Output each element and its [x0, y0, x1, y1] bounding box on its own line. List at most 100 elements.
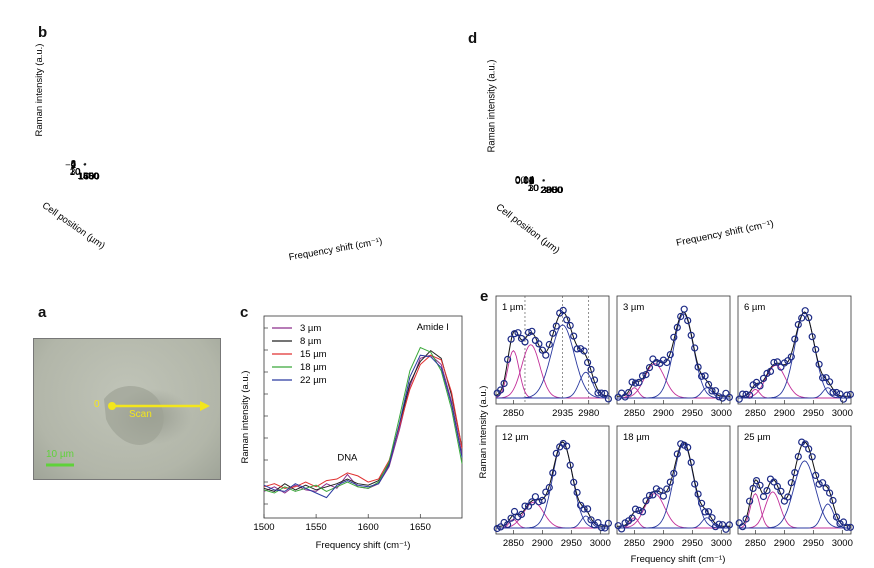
data-point: [777, 487, 785, 495]
x-tick-label: 2850: [503, 408, 524, 419]
data-point: [846, 523, 854, 531]
data-point: [812, 345, 820, 354]
data-point: [815, 480, 823, 488]
x-tick-label: 3000: [711, 408, 732, 419]
data-point: [538, 496, 547, 504]
z-tick-label: 4: [71, 159, 76, 170]
y-tick-label: 20: [528, 183, 540, 194]
data-point: [538, 346, 547, 354]
x-tick-label: 3000: [541, 185, 564, 196]
series-line: [263, 354, 463, 499]
x-tick-label: 2950: [682, 538, 703, 549]
x-tick-label: 1450: [77, 171, 98, 182]
data-point: [535, 498, 543, 506]
chart-d-surface: 0.140.120.10.080.060.040.020280028502900…: [486, 60, 775, 257]
data-point: [822, 374, 830, 382]
data-point: [735, 395, 743, 403]
data-point: [766, 367, 775, 376]
x-tick-label: 2850: [503, 538, 524, 549]
x-tick-label: 2900: [653, 538, 674, 549]
x-tick-label: 2850: [624, 408, 645, 419]
data-point: [794, 453, 802, 461]
x-tick-label: 2900: [532, 538, 553, 549]
origin-label: 0: [94, 399, 100, 410]
data-point: [545, 340, 553, 349]
data-point: [621, 519, 629, 527]
data-point: [694, 363, 702, 371]
chart-c: 1500 1550 1600 1650 Frequency shift (cm⁻¹) Ra…: [240, 315, 463, 551]
data-point: [510, 330, 519, 338]
data-point: [705, 508, 713, 516]
data-point: [784, 493, 792, 501]
component-peak: [495, 344, 609, 399]
data-point: [680, 305, 688, 313]
x-axis-title: Frequency shift (cm⁻¹): [675, 219, 775, 249]
data-point: [832, 513, 841, 521]
x-tick-label: 2900: [774, 538, 795, 549]
data-point: [642, 370, 650, 379]
data-point: [708, 387, 716, 395]
data-point: [742, 515, 750, 523]
data-point: [777, 363, 785, 371]
component-peak: [617, 493, 730, 529]
data-point: [718, 394, 727, 402]
z-tick-label: 0.06: [515, 176, 534, 187]
data-point: [597, 524, 606, 532]
y-tick-label: 10: [70, 167, 81, 178]
data-point: [773, 482, 781, 490]
data-point: [784, 357, 792, 365]
data-point: [645, 491, 654, 500]
x-tick-label: 2950: [803, 408, 824, 419]
data-point: [698, 499, 706, 507]
subplot: 6 µm 2850 2900 2950 3000: [735, 295, 854, 419]
data-point: [701, 372, 709, 380]
data-point: [666, 350, 674, 359]
data-point: [570, 332, 578, 340]
x-tick-label: 1500: [78, 171, 99, 182]
data-point: [701, 508, 709, 516]
data-point: [773, 358, 781, 366]
data-point: [812, 471, 820, 479]
x-tick-label: 2935: [552, 408, 573, 419]
data-point: [770, 478, 778, 486]
data-point: [687, 458, 695, 466]
data-point: [836, 520, 844, 528]
data-point: [694, 490, 702, 498]
data-point: [535, 340, 543, 348]
x-tick-label: 2900: [653, 408, 674, 419]
data-point: [507, 335, 515, 343]
data-point: [815, 360, 823, 368]
data-point: [670, 469, 678, 477]
data-point: [628, 514, 636, 522]
data-point: [808, 453, 816, 461]
component-peak: [496, 515, 609, 529]
data-point: [652, 358, 660, 367]
data-point: [708, 514, 716, 522]
data-point: [618, 389, 626, 397]
x-tick-label: 2950: [682, 408, 703, 419]
data-point: [659, 492, 667, 500]
z-tick-label: 0.08: [515, 175, 534, 186]
data-point: [500, 518, 508, 527]
x-tick-label: 1500: [253, 522, 274, 533]
data-point: [787, 353, 795, 361]
x-tick-label: 3000: [832, 538, 853, 549]
data-point: [528, 498, 536, 506]
data-point: [587, 365, 595, 374]
panel-label-c: c: [240, 304, 249, 321]
data-point: [559, 306, 567, 314]
data-point: [739, 523, 747, 531]
x-tick-label: 3050: [541, 185, 564, 196]
subplot-label: 25 µm: [744, 432, 771, 443]
subplot: 1 µm 2850 2935 2980: [493, 295, 612, 419]
data-point: [517, 510, 526, 518]
x-tick-label: 3000: [590, 538, 611, 549]
x-tick-label: 2950: [541, 185, 564, 196]
data-point: [594, 389, 602, 397]
data-point: [725, 521, 733, 529]
series-line: [263, 346, 463, 494]
surface-mesh: [83, 163, 87, 166]
x-tick-label: 2950: [803, 538, 824, 549]
data-point: [628, 378, 636, 386]
